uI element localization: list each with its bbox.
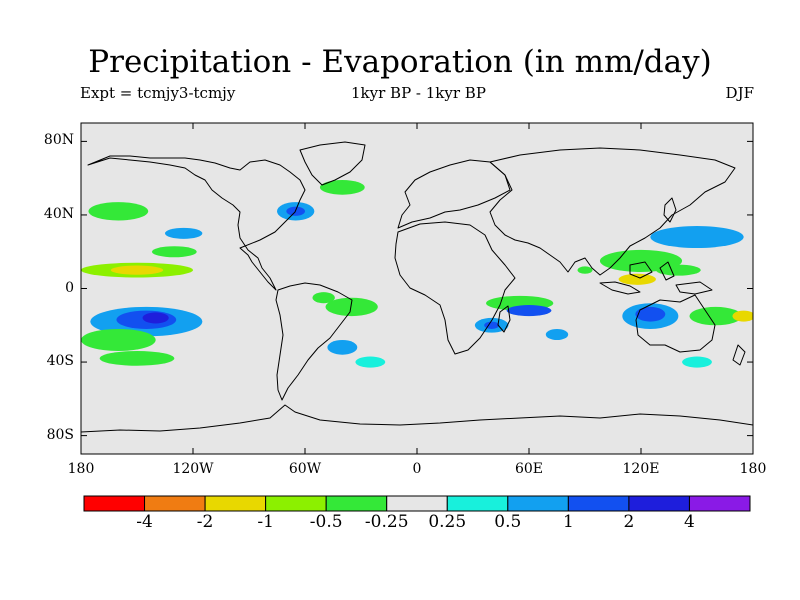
- anomaly-region-4: [142, 312, 169, 324]
- anomaly-region-7: [88, 202, 149, 221]
- chart-title: Precipitation - Evaporation (in mm/day): [88, 44, 712, 80]
- anomaly-region-12: [319, 180, 365, 195]
- colorbar-label: 1: [562, 512, 574, 532]
- colorbar-label: -0.25: [364, 512, 409, 532]
- lon-label: 120W: [172, 461, 214, 477]
- anomaly-region-19: [484, 321, 500, 329]
- colorbar-label: -1: [257, 512, 274, 532]
- coastlines: [81, 141, 753, 433]
- colorbar-swatch-0: [83, 495, 146, 512]
- anomaly-region-29: [732, 310, 753, 322]
- lat-label: 80S: [46, 426, 74, 443]
- anomaly-region-23: [618, 273, 656, 285]
- colorbar-swatch-3: [265, 495, 327, 512]
- anomaly-layer: [81, 180, 753, 368]
- colorbar-swatch-10: [688, 495, 751, 512]
- anomaly-region-24: [650, 225, 744, 249]
- anomaly-region-28: [689, 306, 742, 326]
- colorbar-label: -2: [196, 512, 214, 532]
- anomaly-region-9: [151, 246, 197, 258]
- anomaly-region-31: [682, 356, 712, 368]
- map-background: [81, 123, 753, 454]
- colorbar-swatch-5: [386, 495, 448, 512]
- coastline-australia: [635, 294, 716, 353]
- anomaly-region-30: [577, 266, 593, 274]
- colorbar-swatch-7: [507, 495, 569, 512]
- lon-label: 0: [412, 461, 422, 477]
- coastline-north-america: [87, 155, 306, 291]
- lat-label: 40S: [46, 353, 74, 370]
- axis-ticks: [80, 123, 754, 454]
- colorbar-swatch-1: [144, 495, 206, 512]
- colorbar: [83, 495, 751, 512]
- anomaly-region-1: [110, 265, 164, 275]
- colorbar-label: 0.5: [494, 512, 522, 532]
- lat-label: 40N: [43, 205, 74, 222]
- coastline-madagascar: [497, 305, 511, 333]
- coastline-antarctica: [81, 404, 753, 433]
- lon-label: 120E: [622, 461, 660, 477]
- coastline-asia: [489, 147, 736, 276]
- anomaly-region-8: [165, 227, 203, 239]
- coastline-japan: [663, 197, 677, 223]
- anomaly-region-25: [655, 264, 701, 276]
- anomaly-region-13: [325, 297, 378, 317]
- subtitle-season: DJF: [725, 84, 754, 102]
- anomaly-region-14: [312, 292, 335, 304]
- coastline-maritime-continent: [599, 261, 713, 295]
- anomaly-region-15: [327, 339, 358, 355]
- lon-label: 60W: [288, 461, 322, 477]
- colorbar-label: -0.5: [309, 512, 343, 532]
- lon-label: 60E: [514, 461, 544, 477]
- colorbar-label: -4: [136, 512, 153, 532]
- coastline-greenland: [299, 141, 366, 186]
- subtitle-experiment: Expt = tcmjy3-tcmjy: [80, 84, 236, 102]
- lat-label: 0: [65, 279, 74, 296]
- colorbar-swatch-6: [446, 495, 509, 512]
- lon-label: 180: [739, 461, 767, 477]
- colorbar-swatch-4: [325, 495, 388, 512]
- anomaly-region-5: [81, 328, 156, 352]
- anomaly-region-21: [545, 328, 569, 340]
- coastline-africa: [394, 221, 516, 355]
- colorbar-swatch-2: [204, 495, 267, 512]
- colorbar-swatch-8: [567, 495, 630, 512]
- lon-label: 180: [67, 461, 95, 477]
- colorbar-swatch-9: [628, 495, 690, 512]
- lat-label: 80N: [43, 132, 74, 149]
- anomaly-region-20: [506, 305, 552, 317]
- coastline-south-america: [275, 282, 353, 401]
- colorbar-label: 2: [623, 512, 635, 532]
- anomaly-region-27: [635, 306, 666, 322]
- colorbar-label: 0.25: [428, 512, 467, 532]
- anomaly-region-6: [99, 351, 175, 366]
- coastline-new-zealand: [732, 344, 746, 366]
- anomaly-region-16: [355, 356, 386, 368]
- colorbar-label: 4: [684, 512, 695, 532]
- subtitle-period: 1kyr BP - 1kyr BP: [351, 84, 486, 102]
